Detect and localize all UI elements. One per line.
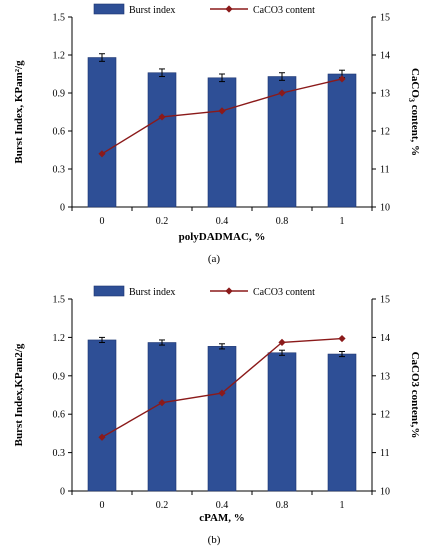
bar [207, 346, 237, 492]
y-tick-label: 1.2 [53, 333, 66, 344]
line-point [158, 113, 166, 121]
bar [87, 57, 117, 208]
y2-axis-label-part: content, % [409, 102, 421, 156]
x-axis-label: cPAM, % [199, 512, 245, 524]
legend: Burst index CaCO3 content [93, 285, 315, 298]
x-tick-label: 1 [340, 500, 345, 511]
x-tick-label: 0.8 [276, 216, 289, 227]
line-point [218, 389, 226, 397]
y-tick-label: 0.3 [53, 448, 66, 459]
bar [147, 72, 177, 208]
y-tick-label: 0.6 [53, 410, 66, 421]
y2-axis-label: CaCO3 content, % [407, 68, 421, 156]
bar [327, 73, 357, 208]
legend-label-bar: Burst index [129, 5, 175, 16]
bar [267, 76, 297, 208]
panel-caption: (a) [208, 253, 221, 265]
y2-axis-label-subscript: 3 [407, 98, 416, 102]
y2-tick-label: 12 [380, 410, 390, 421]
y2-tick-label: 14 [380, 51, 390, 62]
bar [207, 77, 237, 208]
legend-swatch-marker [225, 287, 233, 295]
y-tick-label: 0 [60, 487, 65, 498]
y2-tick-label: 15 [380, 13, 390, 24]
legend-label-bar: Burst index [129, 287, 175, 298]
line-point [218, 107, 226, 115]
y2-tick-label: 12 [380, 127, 390, 138]
y-tick-label: 1.5 [53, 295, 66, 306]
y-tick-label: 0.9 [53, 89, 66, 100]
y2-tick-label: 13 [380, 89, 390, 100]
legend-swatch-bar [93, 285, 125, 297]
y-tick-label: 1.2 [53, 51, 66, 62]
y-tick-label: 1.5 [53, 13, 66, 24]
y2-tick-label: 10 [380, 487, 390, 498]
bar [267, 352, 297, 492]
line-point [278, 89, 286, 97]
line-point [338, 334, 346, 343]
legend-label-line: CaCO3 content [253, 287, 315, 298]
bar [147, 342, 177, 492]
line-point [158, 399, 166, 407]
y-tick-label: 0.9 [53, 371, 66, 382]
panel-caption: (b) [208, 534, 221, 546]
chart-panel-a: 0 0.3 0.6 0.9 1.2 1.5 10 11 12 13 14 15 0 0.2 0.4 0.8 1 B… [13, 3, 421, 265]
line-point [278, 338, 286, 346]
y2-tick-label: 14 [380, 333, 390, 344]
legend: Burst index CaCO3 content [93, 3, 315, 16]
y-tick-label: 0.6 [53, 127, 66, 138]
y-tick-label: 0.3 [53, 165, 66, 176]
y2-tick-label: 10 [380, 203, 390, 214]
x-tick-label: 0 [100, 216, 105, 227]
y-tick-label: 0 [60, 203, 65, 214]
y2-tick-label: 11 [380, 448, 390, 459]
legend-label-line: CaCO3 content [253, 5, 315, 16]
x-axis-label: polyDADMAC, % [179, 231, 266, 243]
legend-swatch-marker [225, 5, 233, 13]
chart-panel-b: 0 0.3 0.6 0.9 1.2 1.5 10 11 12 13 14 15 0 0.2 0.4 0.8 1 B… [13, 285, 421, 546]
x-tick-label: 0.2 [156, 216, 169, 227]
y2-tick-label: 15 [380, 295, 390, 306]
y-axis-label: Burst Index,KPam2/g [13, 343, 25, 446]
bar [87, 339, 117, 492]
y2-tick-label: 11 [380, 165, 390, 176]
x-tick-label: 0.4 [216, 500, 229, 511]
x-tick-label: 0 [100, 500, 105, 511]
y2-axis-label-part: CaCO [409, 68, 421, 98]
bar [327, 353, 357, 492]
line-point [338, 75, 346, 83]
x-tick-label: 0.4 [216, 216, 229, 227]
x-tick-label: 0.8 [276, 500, 289, 511]
y2-tick-label: 13 [380, 371, 390, 382]
y-axis-label: Burst Index, KPam²/g [13, 60, 25, 164]
line-point [98, 433, 106, 441]
line-point [98, 150, 106, 158]
y2-axis-label: CaCO3 content,% [409, 352, 421, 439]
x-tick-label: 1 [340, 216, 345, 227]
legend-swatch-bar [93, 3, 125, 15]
x-tick-label: 0.2 [156, 500, 169, 511]
